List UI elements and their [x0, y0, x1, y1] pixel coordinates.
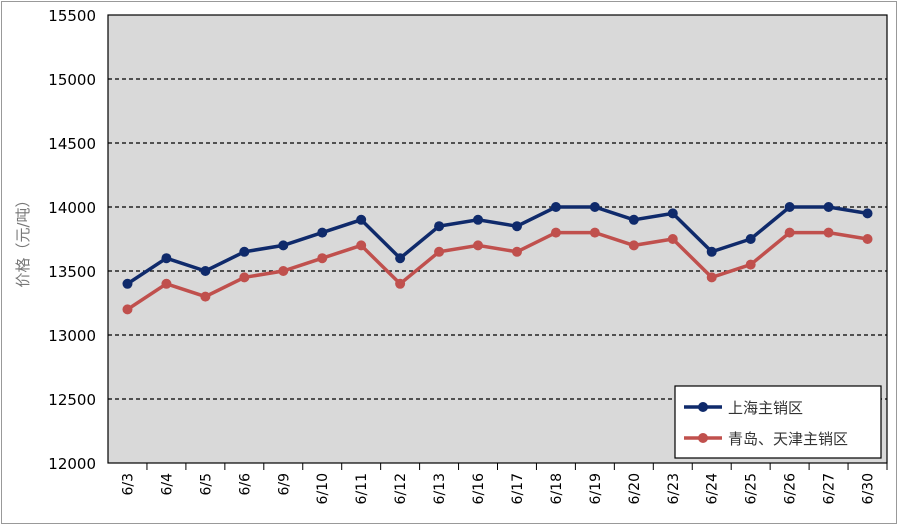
legend-marker [698, 402, 708, 412]
x-tick-label: 6/12 [393, 473, 409, 504]
y-tick-label: 15500 [48, 7, 96, 25]
legend-box [674, 385, 882, 459]
data-point [784, 202, 795, 212]
data-point [239, 246, 250, 257]
data-point [122, 304, 133, 315]
data-point [473, 214, 484, 225]
data-point [511, 221, 522, 232]
legend-label: 上海主销区 [728, 399, 803, 417]
data-point [511, 246, 522, 257]
data-point [278, 266, 289, 276]
x-tick-label: 6/9 [276, 473, 292, 496]
data-point [239, 272, 250, 283]
data-point [395, 253, 406, 264]
data-point [317, 227, 328, 238]
x-tick-label: 6/20 [627, 473, 643, 504]
data-point [862, 208, 873, 219]
y-tick-label: 15000 [48, 71, 96, 89]
series-1 [122, 202, 873, 289]
data-point [823, 227, 834, 238]
data-point [784, 227, 795, 238]
data-point [745, 234, 756, 244]
y-tick-label: 13000 [48, 327, 96, 345]
data-point [745, 259, 756, 270]
legend-marker [698, 433, 708, 443]
data-point [434, 221, 445, 232]
data-point [434, 246, 445, 257]
data-point [589, 202, 600, 212]
series-2 [122, 227, 873, 315]
x-tick-label: 6/27 [822, 473, 838, 504]
y-tick-label: 12000 [48, 455, 96, 473]
x-tick-label: 6/30 [861, 473, 877, 504]
y-tick-label: 14500 [48, 135, 96, 153]
x-tick-label: 6/17 [510, 473, 526, 504]
data-point [395, 278, 406, 289]
data-point [122, 278, 133, 289]
y-tick-label: 12500 [48, 391, 96, 409]
data-point [473, 240, 484, 251]
data-point [550, 227, 561, 238]
y-tick-label: 13500 [48, 263, 96, 281]
data-point [823, 202, 834, 212]
data-point [161, 278, 172, 289]
x-tick-label: 6/6 [237, 473, 253, 496]
data-point [667, 234, 678, 244]
data-point [356, 214, 367, 225]
data-point [356, 240, 367, 251]
x-tick-label: 6/26 [783, 473, 799, 505]
x-tick-label: 6/11 [354, 473, 370, 504]
x-tick-label: 6/4 [159, 473, 175, 496]
y-tick-label: 14000 [48, 199, 96, 217]
data-point [589, 227, 600, 238]
data-point [317, 253, 328, 264]
data-point [667, 208, 678, 219]
x-tick-label: 6/3 [120, 473, 136, 496]
data-point [161, 253, 172, 264]
x-tick-label: 6/19 [588, 473, 604, 504]
data-point [862, 234, 873, 244]
x-tick-label: 6/16 [471, 473, 487, 505]
series-line [126, 230, 868, 311]
data-point [628, 214, 639, 225]
data-point [200, 291, 211, 302]
data-point [628, 240, 639, 251]
data-point [200, 266, 211, 276]
data-point [278, 240, 289, 251]
x-tick-label: 6/18 [549, 473, 565, 504]
x-tick-label: 6/5 [198, 473, 214, 496]
y-axis-label: 价格（元/吨） [14, 192, 32, 287]
x-tick-label: 6/10 [315, 473, 331, 504]
data-point [706, 272, 717, 283]
legend-label: 青岛、天津主销区 [728, 430, 848, 448]
data-point [550, 202, 561, 212]
x-tick-label: 6/24 [705, 473, 721, 505]
x-tick-label: 6/13 [432, 473, 448, 504]
x-tick-label: 6/25 [744, 473, 760, 504]
series-line [126, 205, 868, 286]
data-point [706, 246, 717, 257]
x-tick-label: 6/23 [666, 473, 682, 504]
